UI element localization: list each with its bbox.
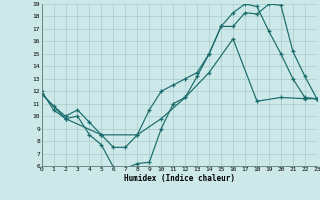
X-axis label: Humidex (Indice chaleur): Humidex (Indice chaleur) [124, 174, 235, 183]
